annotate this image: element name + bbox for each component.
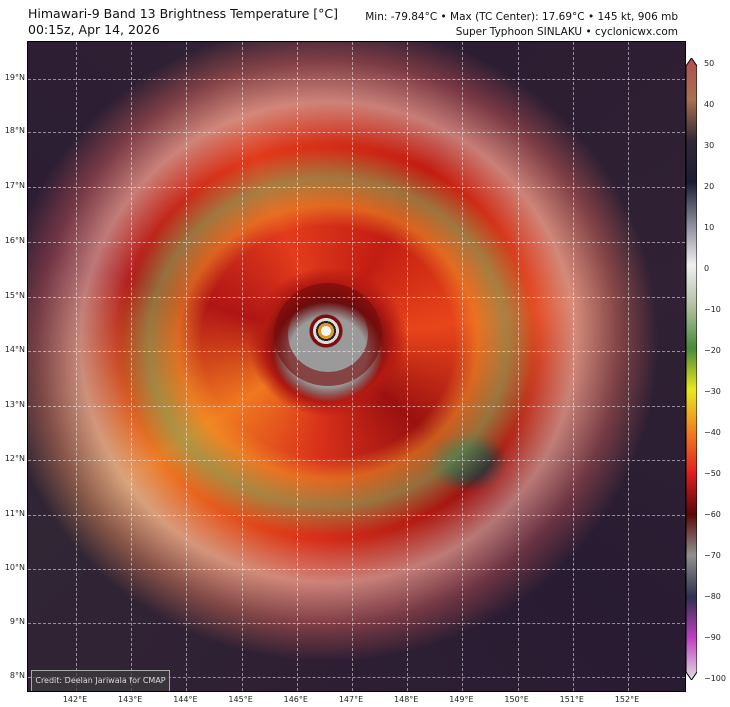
longitude-label: 146°E xyxy=(283,695,308,704)
colorbar-tick-label: −90 xyxy=(704,633,721,642)
cloud-field xyxy=(28,42,685,691)
longitude-gridline xyxy=(407,42,409,691)
satellite-map: Credit: Deelan Jariwala for CMAP xyxy=(27,41,686,692)
longitude-gridline xyxy=(186,42,188,691)
longitude-label: 147°E xyxy=(338,695,364,704)
longitude-label: 150°E xyxy=(504,695,529,704)
latitude-label: 8°N xyxy=(9,671,25,680)
latitude-gridline xyxy=(28,460,685,461)
latitude-gridline xyxy=(28,297,685,298)
colorbar-tick-label: −80 xyxy=(704,592,721,601)
stats-line: Min: -79.84°C • Max (TC Center): 17.69°C… xyxy=(365,11,678,23)
longitude-gridline xyxy=(572,42,574,691)
latitude-label: 12°N xyxy=(4,454,25,463)
longitude-gridline xyxy=(241,42,243,691)
latitude-label: 18°N xyxy=(4,126,25,135)
colorbar-tick-label: −60 xyxy=(704,510,721,519)
colorbar-tick-label: −50 xyxy=(704,469,721,478)
colorbar-tick-label: 10 xyxy=(704,223,715,232)
latitude-gridline xyxy=(28,406,685,407)
longitude-gridline xyxy=(296,42,298,691)
latitude-gridline xyxy=(28,242,685,243)
latitude-label: 15°N xyxy=(4,291,25,300)
colorbar-tick-label: 20 xyxy=(704,182,715,191)
longitude-label: 149°E xyxy=(449,695,474,704)
longitude-label: 152°E xyxy=(614,695,640,704)
latitude-gridline xyxy=(28,515,685,516)
longitude-gridline xyxy=(76,42,77,691)
latitude-label: 19°N xyxy=(4,73,25,82)
colorbar-tick-label: −10 xyxy=(704,305,721,314)
longitude-label: 142°E xyxy=(62,695,88,704)
colorbar-tick-label: −70 xyxy=(704,551,721,560)
latitude-label: 16°N xyxy=(4,236,25,245)
datetime: 00:15z, Apr 14, 2026 xyxy=(28,22,160,37)
longitude-label: 144°E xyxy=(173,695,198,704)
longitude-label: 143°E xyxy=(118,695,143,704)
latitude-label: 11°N xyxy=(4,509,25,518)
latitude-gridline xyxy=(28,79,685,80)
latitude-label: 13°N xyxy=(4,400,25,409)
colorbar-tick-label: −30 xyxy=(704,387,721,396)
colorbar-shape xyxy=(686,58,697,680)
colorbar-tick-label: 30 xyxy=(704,141,715,150)
longitude-gridline xyxy=(517,42,519,691)
latitude-label: 17°N xyxy=(4,181,25,190)
latitude-gridline xyxy=(28,132,685,133)
longitude-gridline xyxy=(352,42,353,691)
latitude-gridline xyxy=(28,677,685,678)
colorbar-tick-label: 50 xyxy=(704,59,715,68)
colorbar-tick-label: −100 xyxy=(704,674,726,683)
latitude-label: 9°N xyxy=(9,617,25,626)
longitude-label: 151°E xyxy=(559,695,584,704)
latitude-gridline xyxy=(28,623,685,624)
longitude-gridline xyxy=(628,42,629,691)
longitude-gridline xyxy=(462,42,464,691)
colorbar-tick-label: 40 xyxy=(704,100,715,109)
longitude-label: 148°E xyxy=(394,695,419,704)
latitude-gridline xyxy=(28,351,685,352)
storm-line: Super Typhoon SINLAKU • cyclonicwx.com xyxy=(455,26,678,38)
colorbar-tick-label: −20 xyxy=(704,346,721,355)
colorbar-tick-label: 0 xyxy=(704,264,710,273)
latitude-label: 14°N xyxy=(4,345,25,354)
eyewall xyxy=(288,297,368,372)
credit-label: Credit: Deelan Jariwala for CMAP xyxy=(31,670,170,691)
latitude-gridline xyxy=(28,187,685,188)
chart-title: Himawari-9 Band 13 Brightness Temperatur… xyxy=(28,6,339,21)
latitude-label: 10°N xyxy=(4,563,25,572)
colorbar-tick-label: −40 xyxy=(704,428,721,437)
longitude-gridline xyxy=(131,42,133,691)
latitude-gridline xyxy=(28,569,685,570)
colorbar xyxy=(686,58,697,680)
longitude-label: 145°E xyxy=(228,695,253,704)
